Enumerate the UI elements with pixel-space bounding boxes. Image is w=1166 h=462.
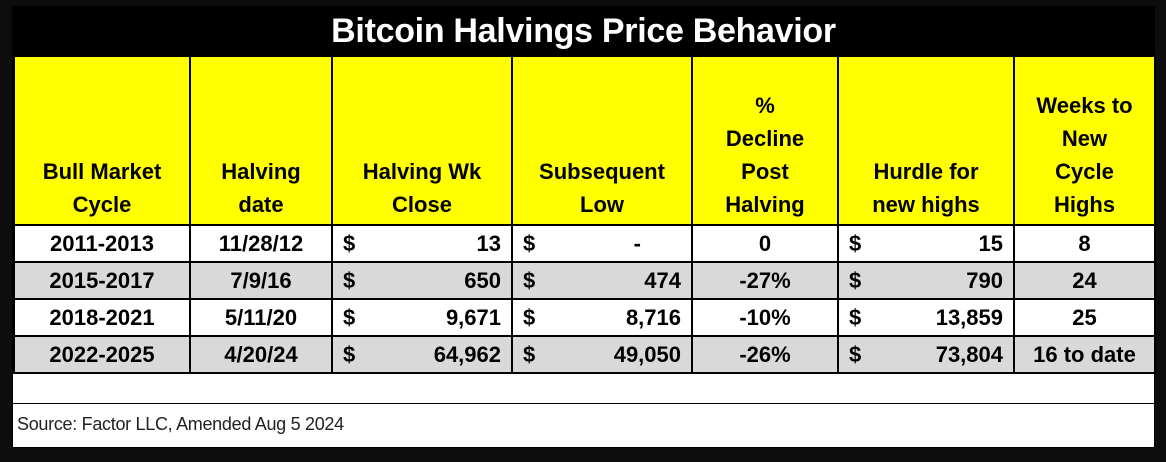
cell-value: 15 [978,230,1003,256]
cell-cycle: 2022-2025 [13,335,191,374]
column-header-hurdle: Hurdle for new highs [837,55,1015,226]
column-header-line: Hurdle for [873,159,979,184]
table-row: 2015-2017 7/9/16 $650 $474 -27% $790 24 [13,261,1156,300]
column-header-line: Close [392,192,452,217]
cell-subsequent-low: $8,716 [511,298,693,337]
column-header-line: Low [580,192,624,217]
table-row: 2018-2021 5/11/20 $9,671 $8,716 -10% $13,859 2… [13,298,1156,337]
table-frame: Bitcoin Halvings Price Behavior Bull Mar… [12,6,1156,448]
cell-subsequent-low: $474 [511,261,693,300]
column-header-line: Post [741,159,789,184]
cell-pct-decline: 0 [691,224,839,263]
column-header-line: Halving [725,192,805,217]
cell-pct-decline: -27% [691,261,839,300]
table-row: 2022-2025 4/20/24 $64,962 $49,050 -26% $73,80… [13,335,1156,374]
cell-value: - [633,230,641,256]
column-header-line: date [238,192,284,217]
column-header-line: % [755,93,775,118]
cell-value: 650 [464,267,501,293]
cell-weeks: 8 [1013,224,1156,263]
cell-subsequent-low: $49,050 [511,335,693,374]
cell-halving-date: 5/11/20 [189,298,333,337]
cell-value: 49,050 [613,341,681,367]
cell-value: 8,716 [625,304,681,330]
currency-symbol: $ [849,267,862,293]
cell-cycle: 2018-2021 [13,298,191,337]
cell-halving-date: 4/20/24 [189,335,333,374]
table-row: 2011-2013 11/28/12 $13 $ -0 $15 8 [13,224,1156,263]
column-header-halving-date: Halving date [189,55,333,226]
currency-symbol: $ [523,341,536,367]
cell-cycle: 2011-2013 [13,224,191,263]
cell-value: 13 [476,230,501,256]
cell-halving-wk-close: $9,671 [331,298,513,337]
column-header-line: Bull Market [42,159,162,184]
cell-halving-wk-close: $13 [331,224,513,263]
cell-value: 790 [966,267,1003,293]
cell-weeks: 25 [1013,298,1156,337]
column-header-pct-decline: % Decline Post Halving [691,55,839,226]
currency-symbol: $ [849,304,862,330]
column-header-line: Decline [725,126,805,151]
column-header-line: new highs [872,192,980,217]
cell-weeks: 16 to date [1013,335,1156,374]
cell-subsequent-low: $ - [511,224,693,263]
source-note: Source: Factor LLC, Amended Aug 5 2024 [13,403,1156,444]
currency-symbol: $ [849,230,862,256]
cell-value: 474 [644,267,681,293]
cell-value: 9,671 [445,304,501,330]
column-header-line: Weeks to [1036,93,1133,118]
cell-halving-date: 11/28/12 [189,224,333,263]
currency-symbol: $ [343,230,356,256]
cell-hurdle: $73,804 [837,335,1015,374]
currency-symbol: $ [523,304,536,330]
cell-value: 73,804 [935,341,1003,367]
cell-halving-wk-close: $650 [331,261,513,300]
cell-hurdle: $13,859 [837,298,1015,337]
column-header-line: Subsequent [539,159,665,184]
cell-pct-decline: -26% [691,335,839,374]
column-header-line: Highs [1053,192,1116,217]
column-header-cycle: Bull Market Cycle [13,55,191,226]
cell-halving-wk-close: $64,962 [331,335,513,374]
column-header-line: New [1061,126,1108,151]
header-row: Bull Market Cycle Halving date Halving Wk Clo… [13,55,1156,226]
currency-symbol: $ [343,267,356,293]
currency-symbol: $ [343,341,356,367]
cell-halving-date: 7/9/16 [189,261,333,300]
column-header-line: Halving Wk [362,159,482,184]
halvings-table: Bull Market Cycle Halving date Halving Wk Clo… [13,55,1156,374]
column-header-halving-wk-close: Halving Wk Close [331,55,513,226]
cell-value: 13,859 [935,304,1003,330]
currency-symbol: $ [523,267,536,293]
cell-cycle: 2015-2017 [13,261,191,300]
cell-hurdle: $790 [837,261,1015,300]
currency-symbol: $ [343,304,356,330]
currency-symbol: $ [849,341,862,367]
column-header-line: Cycle [1055,159,1114,184]
cell-hurdle: $15 [837,224,1015,263]
column-header-line: Halving [221,159,301,184]
table-body: 2011-2013 11/28/12 $13 $ -0 $15 8 2015-2017 7/9/… [13,224,1156,374]
cell-weeks: 24 [1013,261,1156,300]
cell-pct-decline: -10% [691,298,839,337]
column-header-weeks: Weeks to New Cycle Highs [1013,55,1156,226]
column-header-subsequent-low: Subsequent Low [511,55,693,226]
cell-value: 64,962 [433,341,501,367]
currency-symbol: $ [523,230,536,256]
column-header-line: Cycle [72,192,132,217]
table-title: Bitcoin Halvings Price Behavior [13,7,1154,55]
